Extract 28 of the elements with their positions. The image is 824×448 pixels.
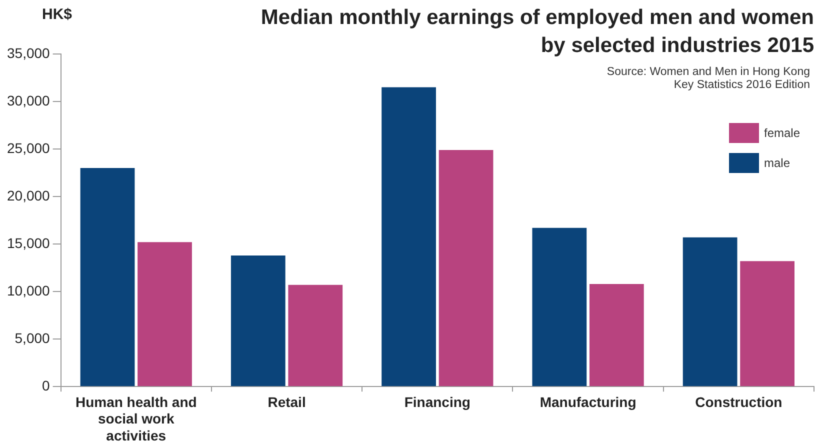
legend-label: female <box>764 126 802 140</box>
bar <box>740 261 794 386</box>
bar <box>438 150 494 386</box>
bar <box>138 242 192 386</box>
bar <box>682 237 738 386</box>
x-tick-label: Construction <box>695 394 782 410</box>
x-tick-label: Financing <box>404 394 470 410</box>
y-tick-label: 0 <box>42 377 50 394</box>
y-tick-label: 15,000 <box>6 234 50 251</box>
legend-label: male <box>764 156 792 170</box>
bar <box>230 255 286 386</box>
bar <box>80 168 135 386</box>
x-tick-label: Manufacturing <box>540 394 636 410</box>
x-tick-label: Retail <box>268 394 306 410</box>
bar <box>382 87 436 386</box>
annotation: Source: Women and Men in Hong Kong Key Statistics 2016 Edition <box>606 66 810 92</box>
bar <box>589 284 644 386</box>
y-tick-label: 10,000 <box>6 282 50 298</box>
chart-title: Median monthly earnings of employed men and women by selected industries 2015 <box>260 5 814 59</box>
bar <box>288 284 343 386</box>
y-tick-label: 35,000 <box>6 44 50 61</box>
y-tick-label: 25,000 <box>6 140 50 156</box>
x-tick-label: Human health and social work activities <box>75 394 197 444</box>
bar <box>532 228 587 386</box>
y-tick-label: 5,000 <box>14 330 50 346</box>
y-axis-title: HK$ <box>42 6 72 23</box>
y-tick-label: 30,000 <box>6 92 50 108</box>
y-tick-label: 20,000 <box>6 187 50 204</box>
